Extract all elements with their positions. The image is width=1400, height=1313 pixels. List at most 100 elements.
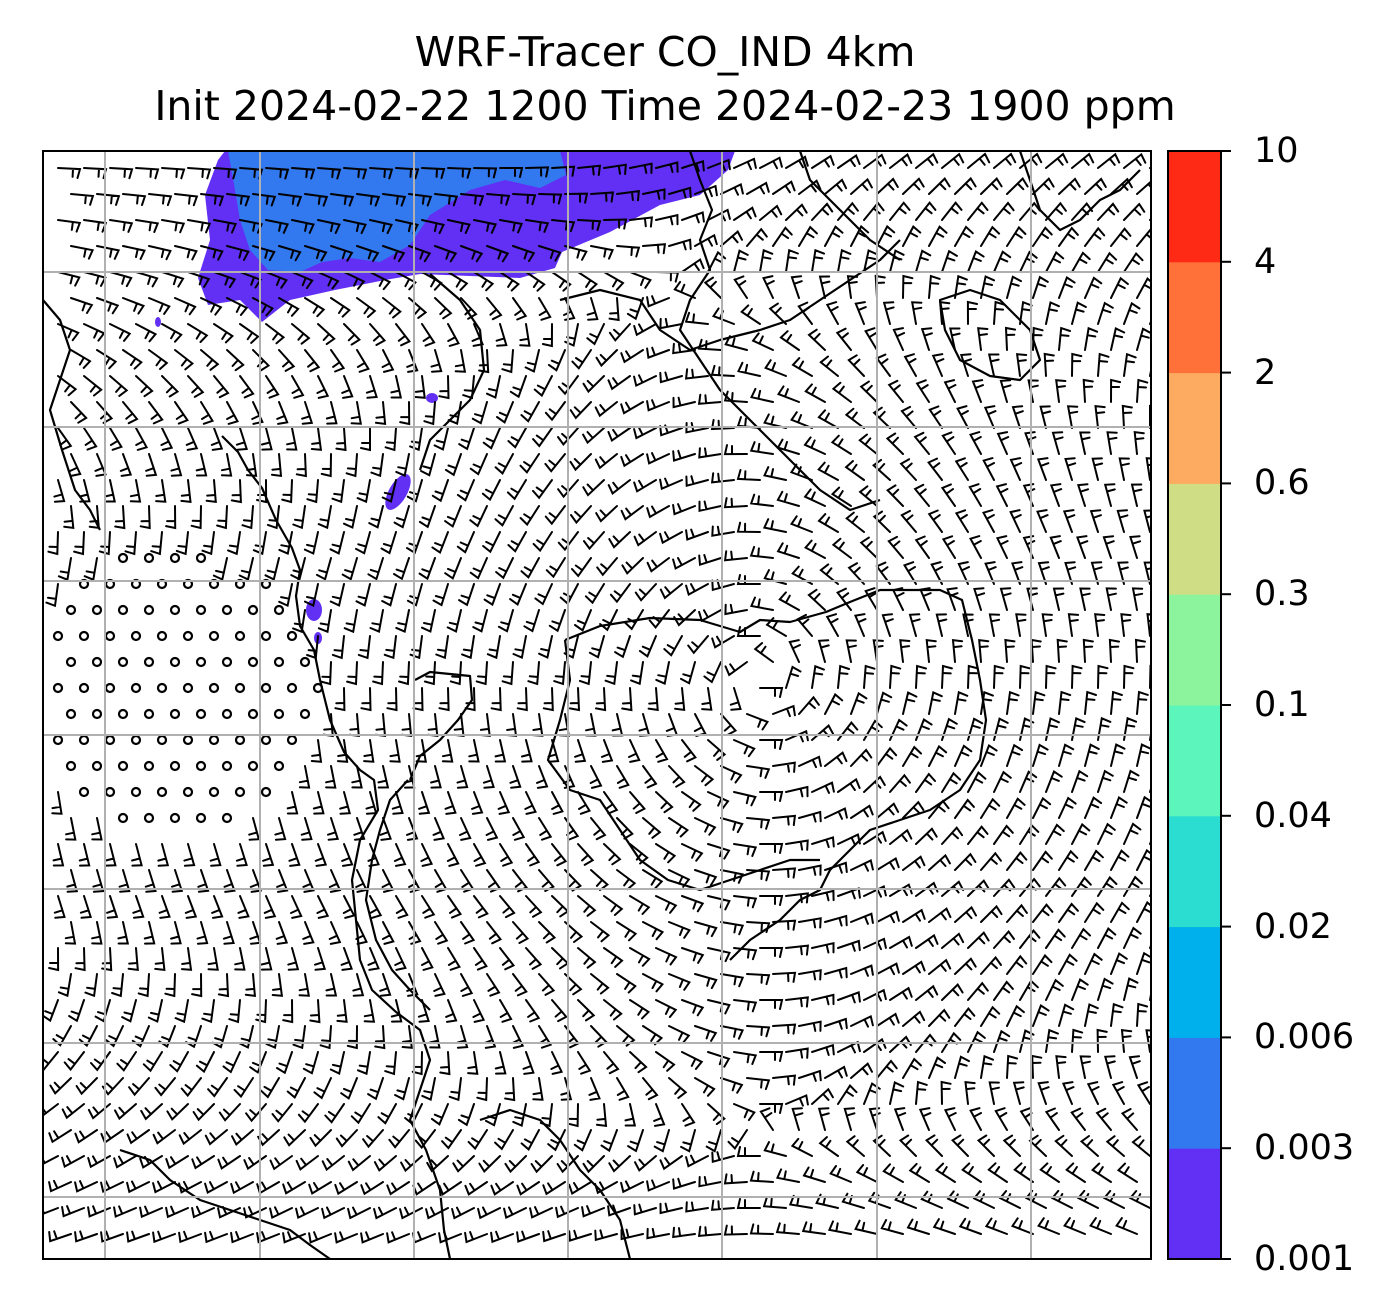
calm-circle [91,656,103,668]
colorbar-tick-label: 10 [1254,131,1299,171]
calm-circle [130,734,142,746]
coastline [408,670,474,781]
calm-circle [195,812,207,824]
colorbar-tick-label: 0.001 [1254,1239,1355,1279]
wind-barb-set [43,152,1151,1244]
calm-circle [78,786,90,798]
calm-circle [208,682,220,694]
calm-circle [117,760,129,772]
calm-circle [195,760,207,772]
calm-circle [234,682,246,694]
coastline [221,435,452,1259]
colorbar-segment [1168,261,1221,374]
calm-circle [130,786,142,798]
colorbar-segment [1168,372,1221,484]
colorbar-segment [1168,815,1221,928]
calm-circle [156,734,168,746]
tracer-patch [155,317,161,327]
calm-circle [260,630,272,642]
calm-circle [156,682,168,694]
colorbar-segment [1168,594,1221,706]
colorbar-tick-label: 0.1 [1254,685,1310,725]
calm-circle [195,604,207,616]
calm-circle [117,552,129,564]
calm-circle [299,708,311,720]
map-title-line1: WRF-Tracer CO_IND 4km [414,28,916,76]
colorbar-tick-label: 0.006 [1254,1017,1355,1058]
calm-circle [104,682,116,694]
calm-circle [260,682,272,694]
calm-circle [195,708,207,720]
colorbar-tick-label: 2 [1254,352,1277,393]
calm-circle [299,656,311,668]
colorbar-segment [1168,151,1221,263]
wind-barbs [43,152,1151,1244]
coastline [119,1148,331,1259]
calm-circle [65,656,77,668]
tracer-patch [426,393,438,403]
calm-circle [273,656,285,668]
calm-circle [221,760,233,772]
map-gridlines [43,151,1151,1259]
calm-circle [247,708,259,720]
calm-circle [156,630,168,642]
calm-circle [117,656,129,668]
calm-circle [91,708,103,720]
calm-circle [234,630,246,642]
coastline [798,151,901,261]
calm-circle [195,656,207,668]
coastline [43,299,101,531]
calm-circle [221,656,233,668]
calm-circle [234,734,246,746]
calm-circle [143,656,155,668]
calm-circle [273,760,285,772]
colorbar-tick-label: 0.02 [1254,906,1332,947]
calm-circle [65,760,77,772]
calm-circle [169,656,181,668]
coastline [546,639,820,892]
calm-circle [182,630,194,642]
calm-circle [182,786,194,798]
calm-circle [104,630,116,642]
calm-circle [117,812,129,824]
colorbar-segment [1168,1037,1221,1149]
colorbar-segment [1168,705,1221,817]
colorbar-tick-label: 0.3 [1254,574,1310,615]
colorbar-segment [1168,926,1221,1038]
calm-circle [52,682,64,694]
calm-circle [169,552,181,564]
calm-circle [221,812,233,824]
calm-circle [78,682,90,694]
calm-circle [65,604,77,616]
calm-circle [143,708,155,720]
colorbar-tick-label: 0.04 [1254,795,1332,836]
calm-circle [78,630,90,642]
calm-circle [143,604,155,616]
calm-circle [91,604,103,616]
calm-circle [208,630,220,642]
colorbar-tick-label: 0.6 [1254,463,1310,504]
calm-circle [143,760,155,772]
calm-circle [130,682,142,694]
calm-circle [143,552,155,564]
colorbar-segment [1168,1148,1221,1260]
coastline [678,151,881,512]
coastline [479,1108,632,1259]
calm-circle [182,682,194,694]
calm-circle [273,604,285,616]
calm-circle [117,604,129,616]
calm-circle [286,630,298,642]
calm-circle [208,734,220,746]
coastline [418,273,486,471]
colorbar-tick-label: 0.003 [1254,1128,1355,1169]
tracer-area-mid [228,151,566,272]
calm-circle [273,708,285,720]
calm-circle [221,708,233,720]
calm-circle [65,708,77,720]
calm-circle [286,734,298,746]
calm-circle [91,760,103,772]
calm-circle [247,604,259,616]
map-frame [42,150,1152,1260]
calm-circle [156,786,168,798]
